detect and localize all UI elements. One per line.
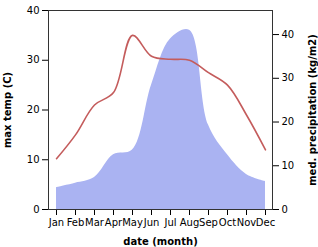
svg-text:Feb: Feb — [67, 217, 85, 228]
svg-text:Sep: Sep — [199, 217, 218, 228]
svg-text:30: 30 — [27, 54, 40, 65]
svg-text:20: 20 — [27, 104, 40, 115]
svg-text:Jun: Jun — [143, 217, 160, 228]
svg-text:Aug: Aug — [180, 217, 200, 228]
svg-text:Nov: Nov — [237, 217, 257, 228]
svg-text:Jan: Jan — [48, 217, 64, 228]
svg-text:Mar: Mar — [85, 217, 105, 228]
svg-text:med. precipitation (kg/m2): med. precipitation (kg/m2) — [307, 34, 318, 186]
svg-text:0: 0 — [282, 204, 288, 215]
svg-text:20: 20 — [282, 116, 295, 127]
svg-text:max temp (C): max temp (C) — [2, 72, 13, 148]
svg-text:Oct: Oct — [219, 217, 236, 228]
svg-text:Apr: Apr — [105, 217, 123, 228]
svg-text:40: 40 — [282, 29, 295, 40]
svg-text:40: 40 — [27, 5, 40, 16]
svg-text:10: 10 — [27, 154, 40, 165]
svg-text:10: 10 — [282, 160, 295, 171]
svg-text:Jul: Jul — [163, 217, 176, 228]
svg-text:May: May — [122, 217, 143, 228]
svg-text:date (month): date (month) — [123, 236, 197, 247]
svg-text:0: 0 — [33, 204, 39, 215]
svg-text:30: 30 — [282, 72, 295, 83]
svg-text:Dec: Dec — [256, 217, 275, 228]
